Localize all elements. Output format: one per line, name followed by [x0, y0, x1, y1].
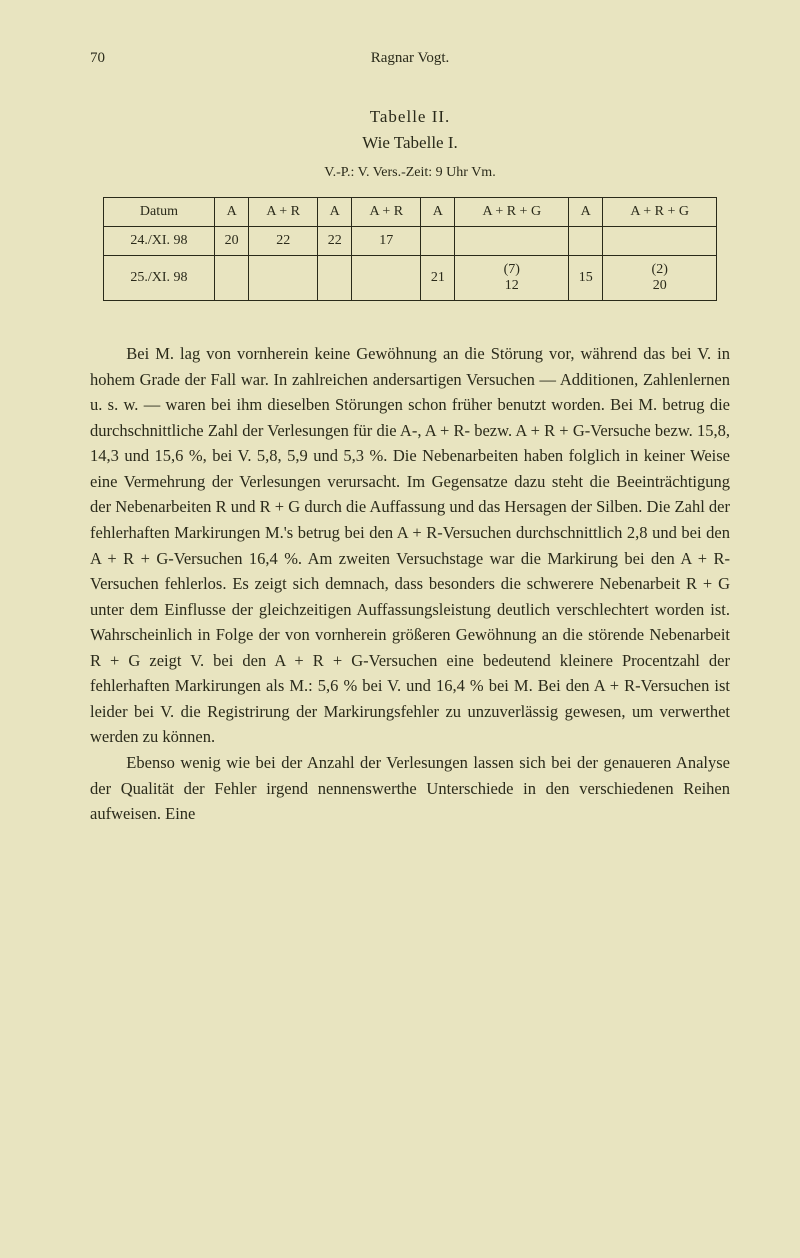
cell: 15 [569, 256, 603, 301]
paragraph-1: Bei M. lag von vornherein keine Gewöhnun… [90, 341, 730, 750]
table-header-row: Datum A A + R A A + R A A + R + G A A + … [103, 198, 716, 227]
cell [455, 227, 569, 256]
cell [352, 256, 421, 301]
col-ar1: A + R [249, 198, 318, 227]
cell: 17 [352, 227, 421, 256]
col-a3: A [421, 198, 455, 227]
cell: (7)12 [455, 256, 569, 301]
cell: 20 [215, 227, 249, 256]
table-row: 25./XI. 98 21 (7)12 15 (2)20 [103, 256, 716, 301]
cell: 25./XI. 98 [103, 256, 214, 301]
col-a4: A [569, 198, 603, 227]
paragraph-2: Ebenso wenig wie bei der Anzahl der Verl… [90, 750, 730, 827]
cell: 21 [421, 256, 455, 301]
col-ar2: A + R [352, 198, 421, 227]
header-spacer [690, 50, 730, 67]
cell [215, 256, 249, 301]
page: 70 Ragnar Vogt. Tabelle II. Wie Tabelle … [0, 0, 800, 1258]
cell [249, 256, 318, 301]
col-arg2: A + R + G [603, 198, 717, 227]
col-datum: Datum [103, 198, 214, 227]
cell: 22 [318, 227, 352, 256]
table-title-2: Wie Tabelle I. [90, 133, 730, 153]
author-name: Ragnar Vogt. [130, 50, 690, 67]
col-a1: A [215, 198, 249, 227]
cell: 24./XI. 98 [103, 227, 214, 256]
cell [318, 256, 352, 301]
table-title-1: Tabelle II. [90, 107, 730, 127]
running-header: 70 Ragnar Vogt. [90, 50, 730, 67]
cell [421, 227, 455, 256]
body-text: Bei M. lag von vornherein keine Gewöhnun… [90, 341, 730, 827]
cell [569, 227, 603, 256]
table-row: 24./XI. 98 20 22 22 17 [103, 227, 716, 256]
cell [603, 227, 717, 256]
table-subtitle: V.-P.: V. Vers.-Zeit: 9 Uhr Vm. [90, 165, 730, 181]
data-table: Datum A A + R A A + R A A + R + G A A + … [103, 197, 717, 301]
cell: 22 [249, 227, 318, 256]
page-number: 70 [90, 50, 130, 67]
col-a2: A [318, 198, 352, 227]
cell: (2)20 [603, 256, 717, 301]
col-arg1: A + R + G [455, 198, 569, 227]
